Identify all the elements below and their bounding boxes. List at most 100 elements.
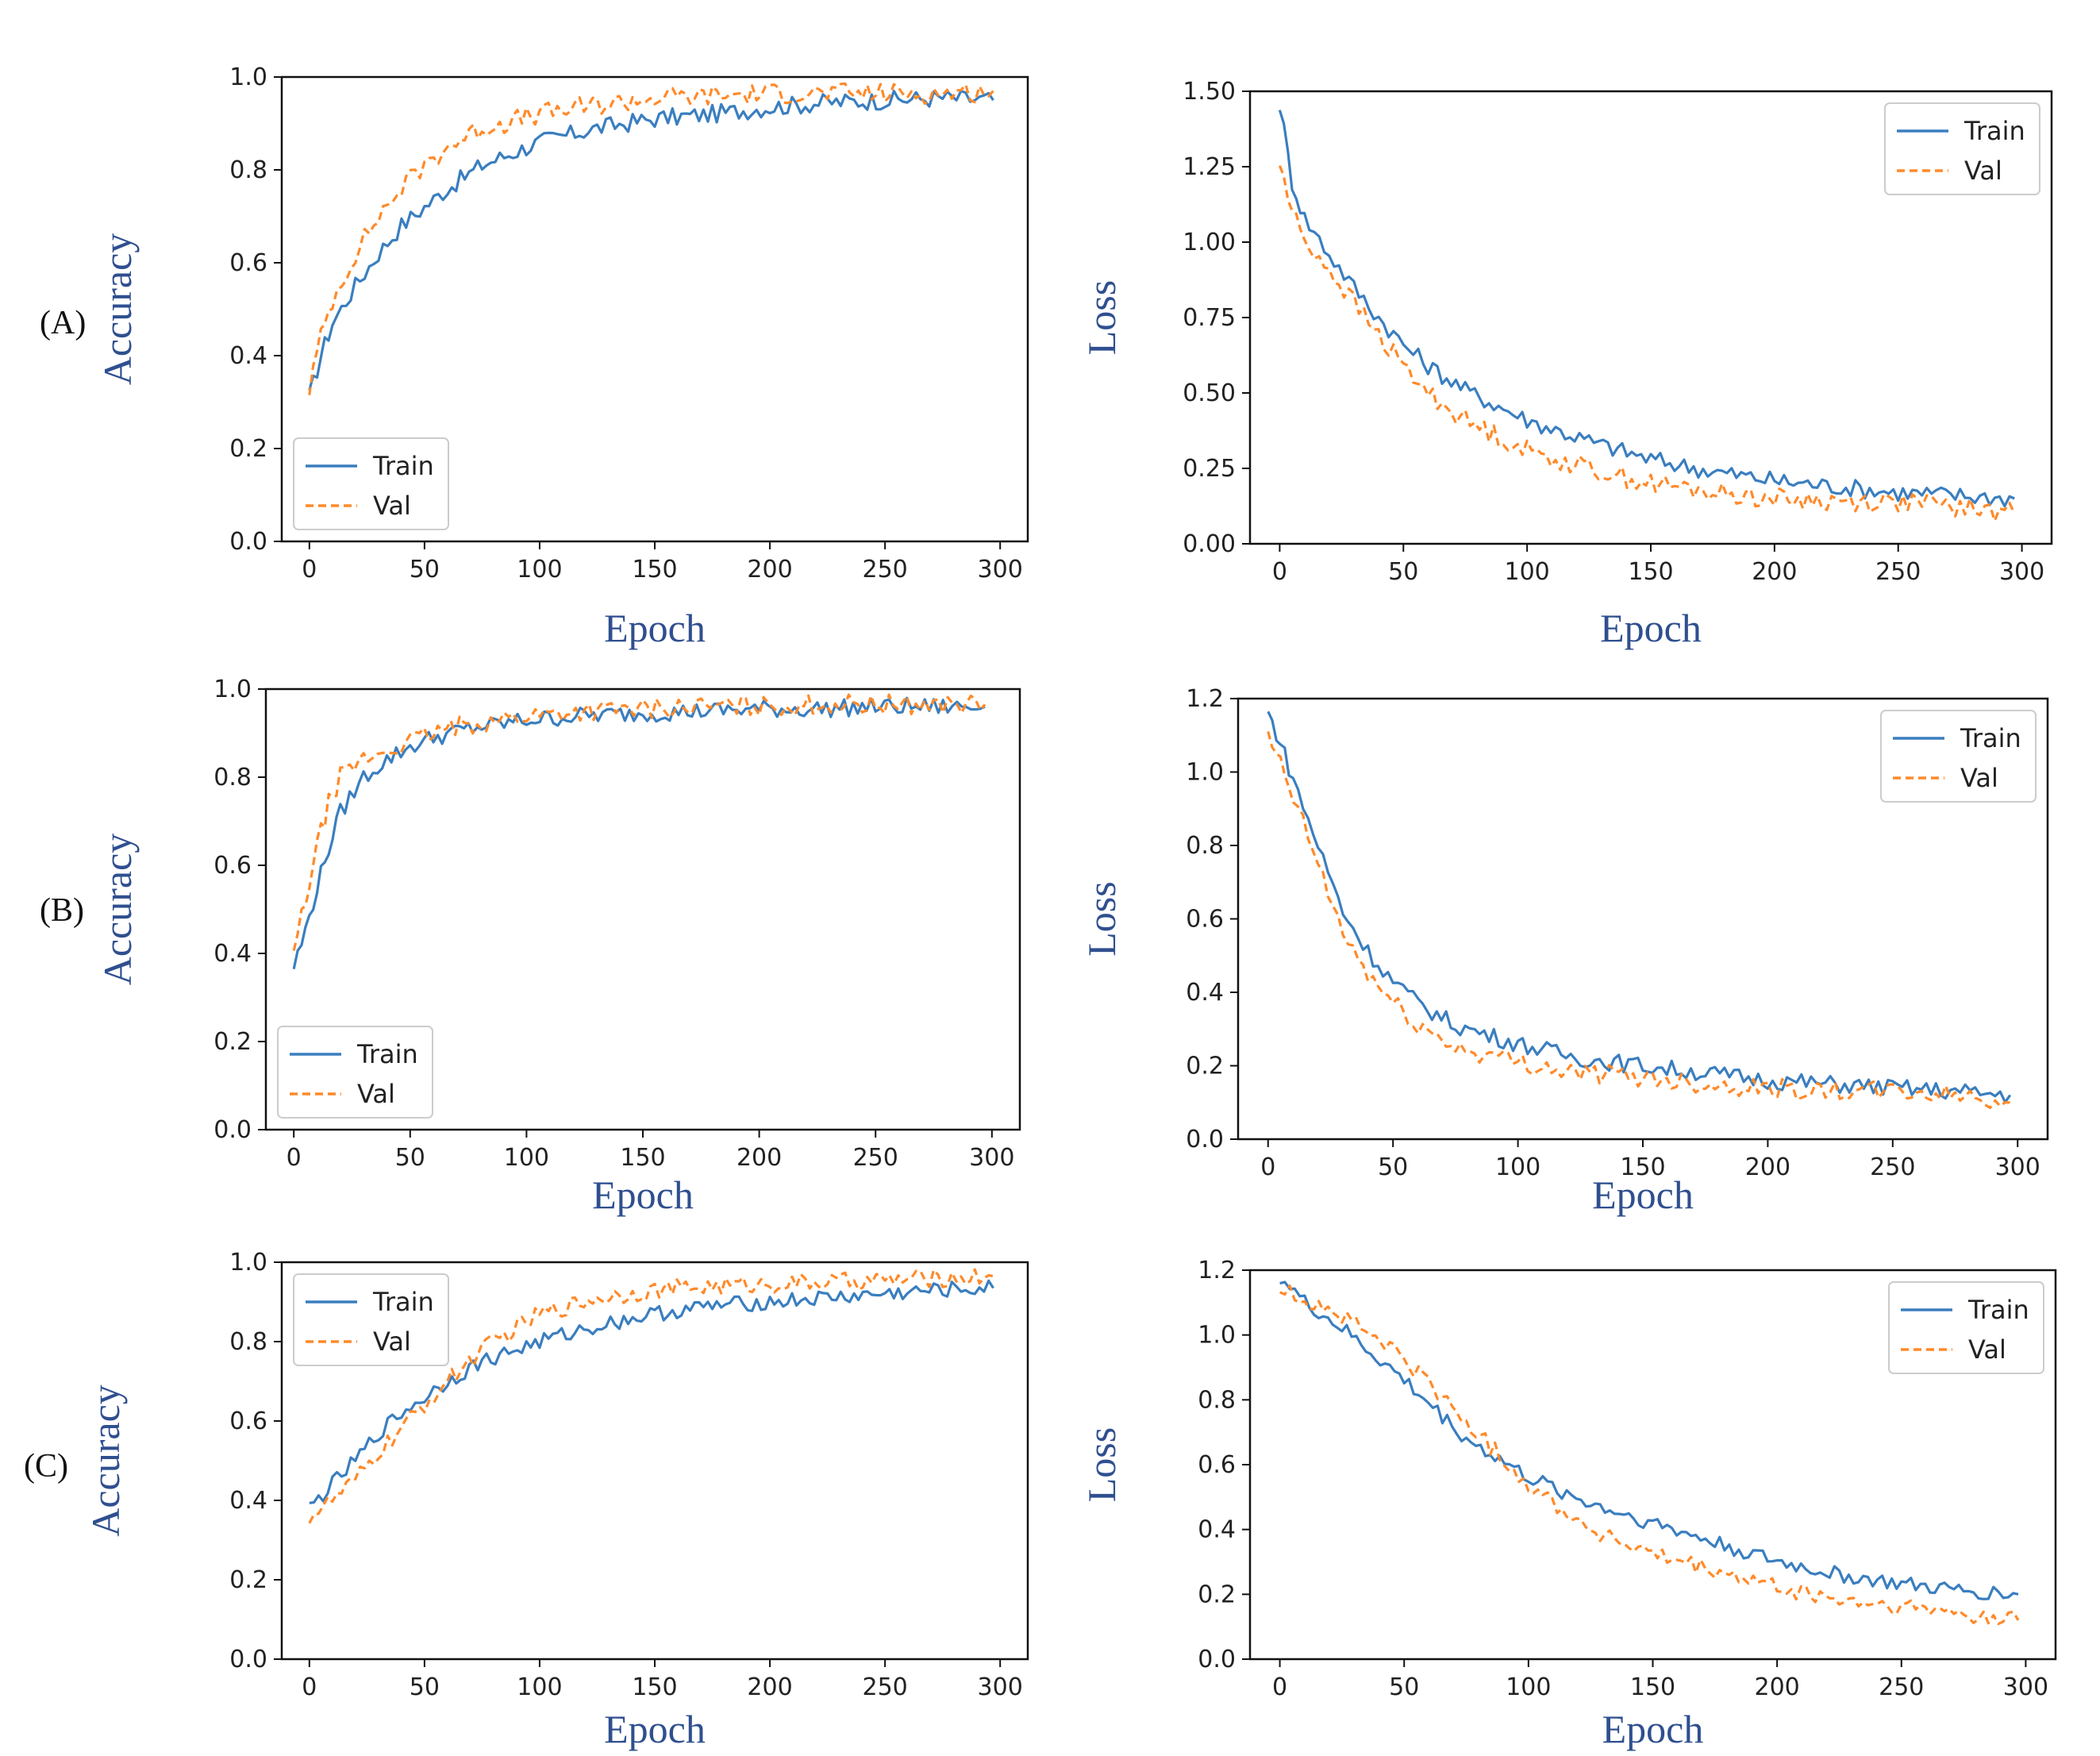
y-tick-label: 0.2 [213,1028,252,1056]
x-tick-label: 100 [504,1144,549,1172]
series-line-val [1279,1284,2020,1626]
x-tick-label: 200 [1752,558,1797,586]
y-tick-label: 1.25 [1183,153,1236,181]
series-line-val [1278,165,2016,522]
y-tick-label: 0.2 [1198,1581,1236,1608]
y-tick-label: 1.00 [1183,229,1236,256]
y-tick-label: 1.50 [1183,78,1236,106]
x-tick-label: 150 [632,556,677,583]
series-line-val [1267,731,2010,1110]
legend: Train Val [1880,710,2037,803]
legend-label-train: Train [356,1039,418,1069]
x-tick-label: 200 [747,1673,792,1701]
x-axis-title: Epoch [1602,1707,1704,1751]
y-tick-label: 0.50 [1183,379,1236,407]
x-tick-label: 0 [1260,1153,1275,1181]
y-axis-title: Loss [1079,881,1124,956]
row-label: (A) [40,305,86,341]
legend-label-val: Val [373,1327,411,1357]
series-line-val [308,82,994,395]
legend-label-val: Val [357,1079,395,1109]
legend: Train Val [1888,1281,2044,1374]
x-tick-label: 300 [978,556,1023,583]
y-tick-label: 1.0 [213,676,252,703]
chart-panel-C-acc: (C) 0 50 100 150 200 250 300 0.0 0.2 0.4 0.6 0.8 1.0 E… [24,1249,1029,1751]
legend: Train Val [1884,102,2040,195]
legend-label-train: Train [372,451,434,481]
x-tick-label: 300 [978,1673,1023,1701]
x-tick-label: 50 [1389,1673,1419,1701]
x-tick-label: 0 [287,1144,302,1172]
chart-panel-C-loss: 0 50 100 150 200 250 300 0.0 0.2 0.4 0.6 0.8 1.0 1.2 E… [1079,1257,2057,1751]
x-tick-label: 200 [1755,1673,1800,1701]
x-tick-label: 150 [632,1673,677,1701]
series-line-train [1279,1280,2019,1600]
y-tick-label: 0.6 [1198,1451,1236,1479]
x-tick-label: 0 [1272,558,1287,586]
y-tick-label: 0.6 [229,1407,267,1435]
y-tick-label: 0.8 [229,156,267,184]
y-tick-label: 0.6 [1186,906,1224,934]
y-axis-title: Loss [1079,1427,1124,1502]
series-line-val [308,1268,994,1524]
legend-label-val: Val [373,491,411,521]
legend: Train Val [277,1026,433,1119]
x-tick-label: 250 [853,1144,898,1172]
y-tick-label: 0.25 [1183,455,1236,483]
x-tick-label: 50 [410,556,440,583]
x-tick-label: 150 [620,1144,665,1172]
x-tick-label: 250 [1879,1673,1924,1701]
x-tick-label: 200 [737,1144,782,1172]
y-axis-title: Accuracy [83,1384,128,1537]
chart-panel-B-loss: 0 50 100 150 200 250 300 0.0 0.2 0.4 0.6 0.8 1.0 1.2 E… [1079,685,2049,1217]
series-line-val [292,693,987,951]
y-tick-label: 0.4 [1186,979,1224,1007]
row-label: (C) [24,1448,68,1485]
y-tick-label: 0.6 [213,852,252,880]
legend: Train Val [293,437,449,530]
y-tick-label: 0.4 [229,342,267,370]
x-tick-label: 150 [1628,558,1673,586]
chart-panel-B-acc: (B) 0 50 100 150 200 250 300 0.0 0.2 0.4 0.6 0.8 1.0 E… [40,676,1021,1217]
y-tick-label: 1.0 [1186,759,1224,787]
y-axis-title: Accuracy [95,233,140,386]
x-tick-label: 300 [1995,1153,2040,1181]
y-tick-label: 0.4 [213,940,252,968]
y-tick-label: 0.2 [229,1566,267,1594]
series-line-train [1278,110,2015,508]
x-tick-label: 100 [1495,1153,1540,1181]
y-tick-label: 0.4 [229,1487,267,1515]
x-tick-label: 100 [1505,558,1550,586]
legend-label-train: Train [372,1287,434,1317]
x-tick-label: 50 [1388,558,1418,586]
y-tick-label: 0.8 [1186,832,1224,860]
y-tick-label: 0.0 [229,528,267,556]
x-tick-label: 250 [1870,1153,1915,1181]
x-tick-label: 300 [1999,558,2044,586]
x-tick-label: 200 [1745,1153,1790,1181]
legend-label-val: Val [1968,1334,2006,1365]
y-tick-label: 1.2 [1198,1257,1236,1284]
y-tick-label: 1.2 [1186,685,1224,713]
x-tick-label: 100 [517,556,562,583]
x-tick-label: 250 [862,556,907,583]
y-tick-label: 0.0 [1198,1646,1236,1673]
x-axis-title: Epoch [604,606,706,650]
x-axis-title: Epoch [1592,1173,1694,1217]
row-label: (B) [40,892,84,929]
y-tick-label: 0.4 [1198,1516,1236,1544]
x-tick-label: 250 [1875,558,1921,586]
series-line-train [292,696,986,970]
y-axis-title: Loss [1079,280,1124,355]
series-line-train [308,90,994,391]
x-tick-label: 50 [395,1144,425,1172]
y-tick-label: 0.0 [1186,1126,1224,1153]
x-axis-title: Epoch [1600,606,1702,650]
y-tick-label: 0.75 [1183,304,1236,332]
legend-label-train: Train [1967,1295,2029,1325]
x-tick-label: 150 [1620,1153,1665,1181]
x-tick-label: 300 [2003,1673,2048,1701]
legend-label-val: Val [1960,763,1998,793]
y-tick-label: 0.8 [229,1328,267,1356]
